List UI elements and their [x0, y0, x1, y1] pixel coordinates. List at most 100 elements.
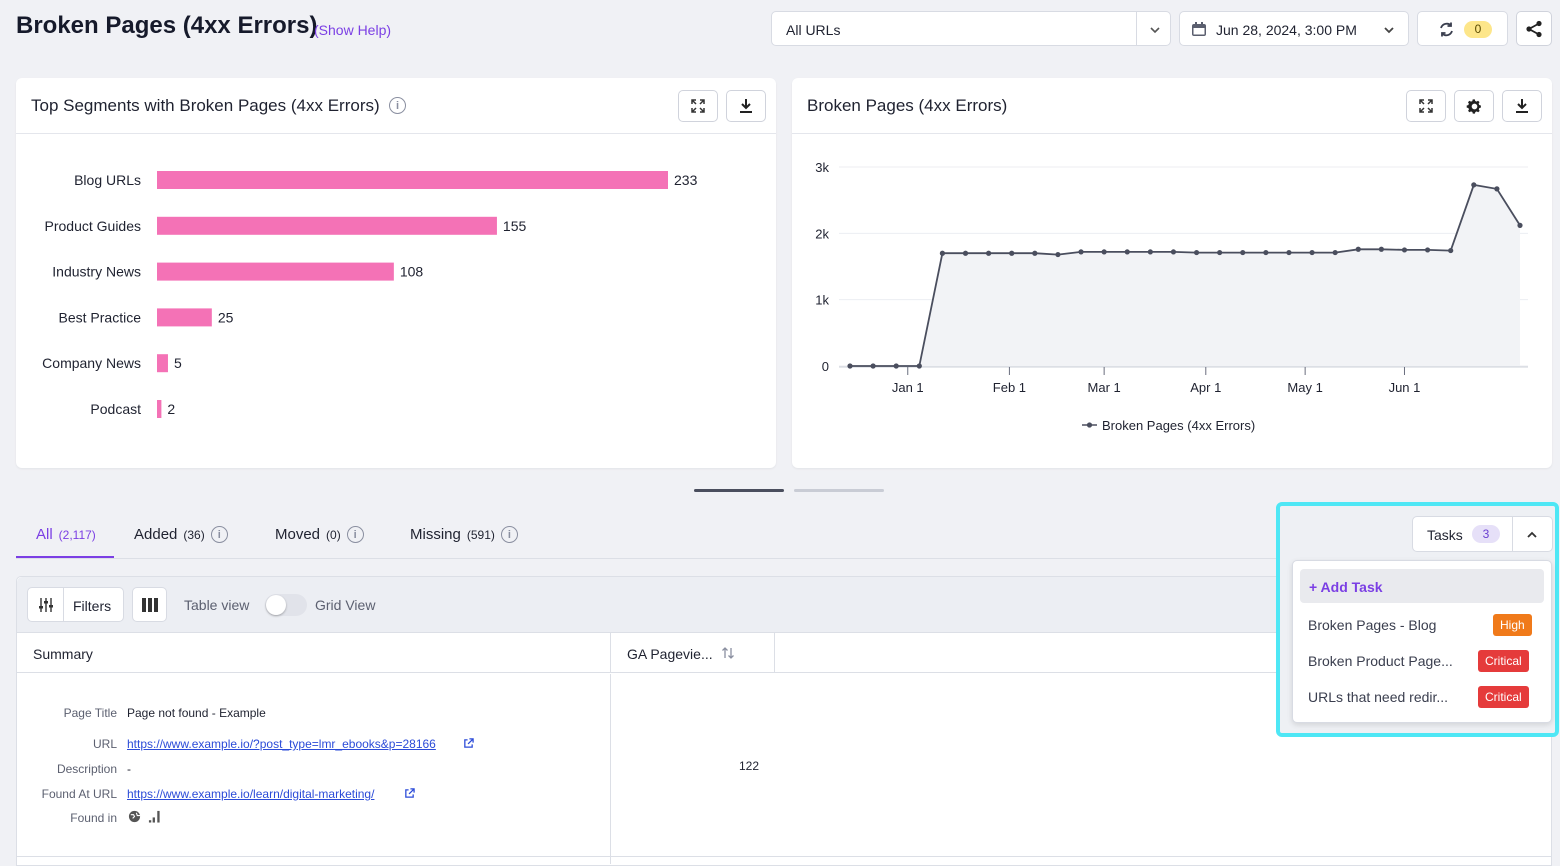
tab-label: Moved: [275, 526, 321, 543]
tasks-highlight: Tasks 3 + Add Task Broken Pages - Blog H…: [1276, 502, 1559, 737]
priority-badge: Critical: [1478, 650, 1529, 672]
info-icon[interactable]: i: [346, 526, 364, 543]
task-item[interactable]: Broken Pages - Blog High: [1293, 607, 1551, 641]
data-point: [1055, 251, 1061, 258]
tasks-dropdown: + Add Task Broken Pages - Blog High Brok…: [1292, 560, 1552, 723]
date-picker[interactable]: Jun 28, 2024, 3:00 PM: [1179, 11, 1409, 46]
found-at-label: Found At URL: [41, 787, 117, 801]
sort-icon[interactable]: [721, 646, 735, 660]
found-at-link[interactable]: https://www.example.io/learn/digital-mar…: [127, 787, 375, 801]
data-point: [847, 363, 853, 369]
y-tick-label: 2k: [815, 226, 829, 241]
url-filter-select[interactable]: All URLs: [771, 11, 1171, 46]
line-chart: 0 1k 2k 3k Jan 1 Feb 1 Mar 1 Apr 1 May 1 Jun 1 Bro…: [815, 160, 1528, 433]
expand-button[interactable]: [678, 90, 718, 122]
share-button[interactable]: [1516, 11, 1552, 46]
gear-icon: [1466, 98, 1481, 114]
external-link-icon[interactable]: [404, 788, 415, 799]
y-tick-label: 3k: [815, 160, 829, 175]
share-icon: [1526, 20, 1542, 37]
info-icon[interactable]: i: [210, 526, 228, 543]
data-point: [1424, 247, 1431, 253]
column-header-summary[interactable]: Summary: [33, 646, 93, 662]
y-tick-label: 1k: [815, 293, 829, 308]
data-point: [1401, 247, 1408, 253]
bar: [157, 308, 212, 327]
tab-label: Added: [134, 526, 178, 543]
data-point: [1101, 249, 1107, 255]
sync-button[interactable]: 0: [1417, 11, 1508, 46]
show-help-link[interactable]: (Show Help): [314, 22, 392, 38]
expand-icon: [691, 99, 705, 113]
info-icon[interactable]: i: [500, 526, 518, 543]
url-filter-value: All URLs: [786, 22, 841, 38]
bar-value-label: 25: [218, 309, 234, 325]
tab-count: (591): [466, 527, 495, 542]
tab-added[interactable]: Added (36) i: [134, 526, 228, 543]
page-title-value: Page not found - Example: [127, 706, 266, 720]
carousel-indicator[interactable]: [794, 489, 884, 492]
add-task-button[interactable]: + Add Task: [1300, 569, 1544, 603]
bar-category-label: Podcast: [90, 401, 141, 417]
column-header-pageviews[interactable]: GA Pagevie...: [627, 646, 713, 662]
bar-category-label: Best Practice: [59, 309, 142, 325]
data-point: [1032, 250, 1038, 256]
tab-missing[interactable]: Missing (591) i: [410, 526, 518, 543]
analytics-icon: [148, 810, 160, 823]
download-button[interactable]: [726, 90, 766, 122]
data-point: [1147, 249, 1153, 255]
tasks-label: Tasks: [1427, 527, 1463, 543]
date-value: Jun 28, 2024, 3:00 PM: [1216, 22, 1357, 38]
view-toggle[interactable]: [265, 594, 307, 616]
bar: [157, 171, 668, 189]
tasks-toggle-button[interactable]: Tasks 3: [1412, 516, 1553, 552]
y-tick-label: 0: [822, 359, 829, 374]
bar-chart: Blog URLs 233 Product Guides 155 Industry Ne…: [42, 171, 698, 418]
external-link-icon[interactable]: [463, 738, 474, 749]
x-tick-label: Mar 1: [1088, 380, 1121, 395]
download-button[interactable]: [1502, 90, 1542, 122]
filters-button[interactable]: Filters: [27, 587, 124, 622]
tab-moved[interactable]: Moved (0) i: [275, 526, 364, 543]
series-line: [850, 183, 1521, 367]
line-chart-card: Broken Pages (4xx Errors) 0 1k 2k 3k Jan 1 Fe…: [792, 78, 1552, 468]
download-icon: [740, 99, 752, 113]
data-point: [1009, 250, 1015, 256]
info-icon[interactable]: i: [389, 97, 406, 114]
columns-button[interactable]: [132, 587, 167, 622]
tab-count: (2,117): [58, 527, 96, 542]
calendar-icon: [1192, 22, 1206, 36]
url-link[interactable]: https://www.example.io/?post_type=lmr_eb…: [127, 737, 436, 751]
sync-count-badge: 0: [1464, 21, 1492, 38]
task-item[interactable]: Broken Product Page... Critical: [1293, 643, 1551, 677]
tab-all[interactable]: All (2,117): [36, 526, 96, 543]
task-name: Broken Product Page...: [1308, 653, 1453, 669]
table-row[interactable]: Page Title Page not found - Example URL …: [17, 674, 1551, 864]
add-task-label: + Add Task: [1309, 579, 1383, 595]
chevron-up-icon: [1527, 531, 1537, 538]
description-value: -: [127, 762, 131, 776]
tab-count: (0): [326, 527, 341, 542]
data-point: [1355, 246, 1361, 252]
carousel-indicator-active[interactable]: [694, 489, 784, 492]
x-tick-label: Jun 1: [1389, 380, 1421, 395]
expand-button[interactable]: [1406, 90, 1446, 122]
task-name: Broken Pages - Blog: [1308, 617, 1437, 633]
bar: [157, 262, 394, 281]
priority-badge: Critical: [1478, 686, 1529, 708]
url-label: URL: [92, 737, 117, 751]
data-point: [1193, 249, 1200, 256]
settings-button[interactable]: [1454, 90, 1494, 122]
bar-value-label: 155: [503, 218, 527, 234]
bar-category-label: Blog URLs: [74, 172, 141, 188]
tab-label: Missing: [410, 526, 461, 543]
data-point: [1448, 247, 1454, 254]
table-header-row: Summary GA Pagevie...: [17, 633, 1551, 673]
bar: [157, 354, 168, 373]
table-view-label: Table view: [184, 597, 250, 613]
data-point: [986, 250, 992, 256]
task-item[interactable]: URLs that need redir... Critical: [1293, 679, 1551, 713]
data-point: [893, 363, 899, 369]
data-point: [916, 363, 922, 369]
legend-marker: [1086, 422, 1093, 428]
